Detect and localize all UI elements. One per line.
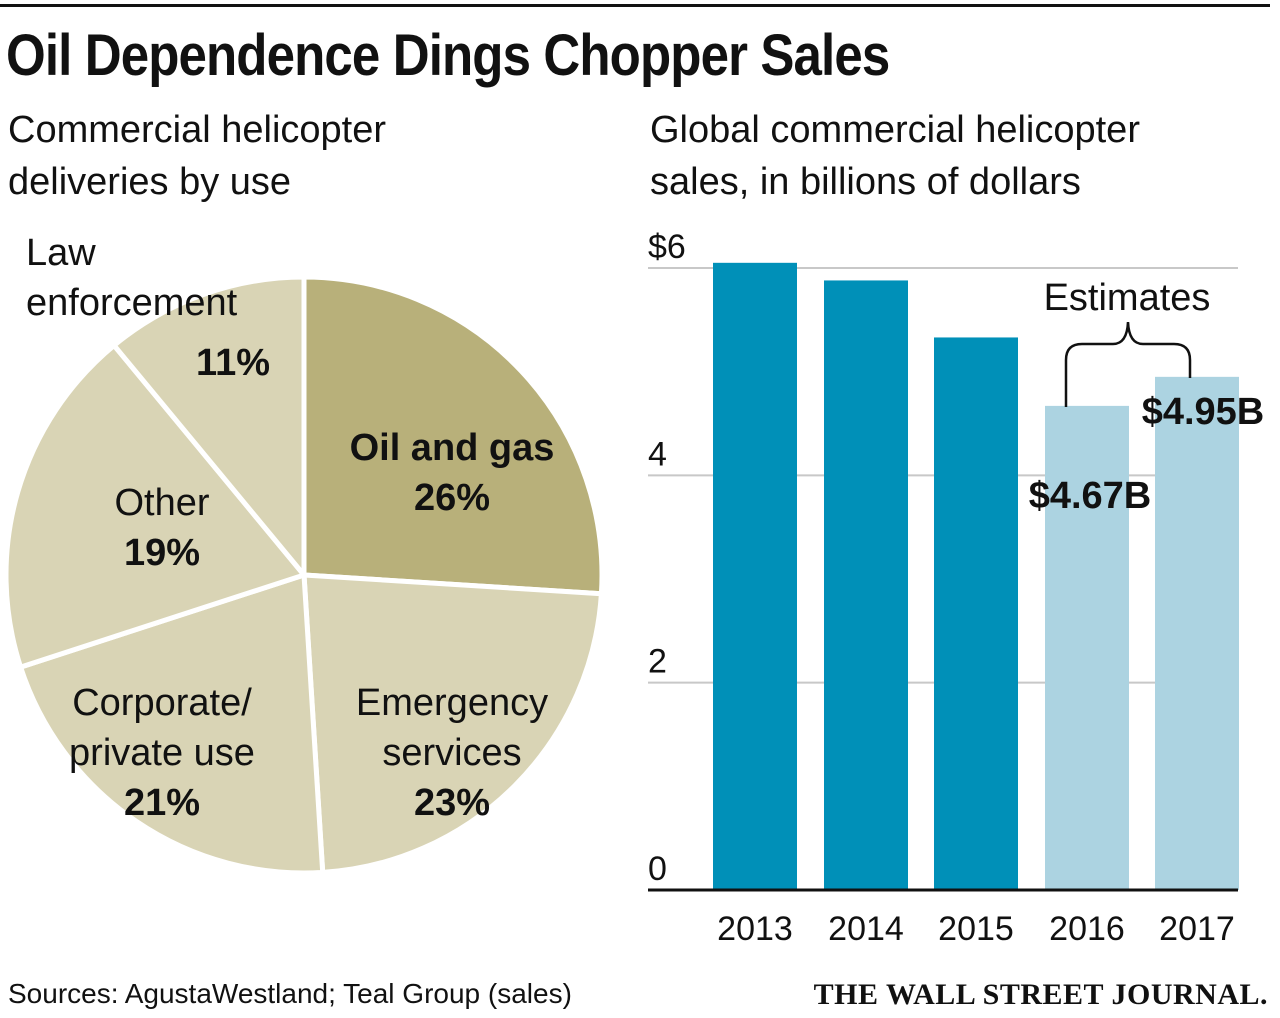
pie-slice-other <box>3 342 307 670</box>
bar-chart-title: Global commercial helicopter sales, in b… <box>650 104 1140 208</box>
pie-label-corporate-private-use-line-2: private use <box>69 732 255 774</box>
pie-title-line-2: deliveries by use <box>8 161 292 203</box>
pie-value-oil-and-gas: 26% <box>414 477 490 519</box>
value-label-2016: $4.67B <box>1029 475 1152 517</box>
x-tick-label-2017: 2017 <box>1159 910 1235 948</box>
pie-label-law-enforcement-line-2: enforcement <box>26 282 238 324</box>
pie-value-emergency-services: 23% <box>414 782 490 824</box>
pie-slice-emergency-services <box>301 572 604 875</box>
bar-chart: 0 2 4 $6 2013 2014 2015 2016 2017 $4.67B $4.95B Est… <box>648 228 1265 948</box>
x-tick-label-2015: 2015 <box>938 910 1014 948</box>
bar-title-line-2: sales, in billions of dollars <box>650 161 1081 203</box>
x-tick-label-2013: 2013 <box>717 910 793 948</box>
pie-slice-corporate-private-use <box>18 572 326 876</box>
bar-2013 <box>713 262 797 891</box>
bar-title-line-1: Global commercial helicopter <box>650 109 1140 151</box>
pie-value-corporate-private-use: 21% <box>124 782 200 824</box>
y-tick-label-0: 0 <box>648 850 667 888</box>
y-tick-label-6: $6 <box>648 228 686 266</box>
pie-value-other: 19% <box>124 532 200 574</box>
pie-label-oil-and-gas-line-1: Oil and gas <box>350 427 555 469</box>
pie-value-law-enforcement: 11% <box>196 342 270 384</box>
pie-label-corporate-private-use-line-1: Corporate/ <box>72 682 252 724</box>
pie-label-emergency-services-line-1: Emergency <box>356 682 548 724</box>
x-tick-label-2014: 2014 <box>828 910 904 948</box>
pie-slice-law-enforcement <box>111 274 307 578</box>
pie-label-law-enforcement-line-1: Law <box>26 232 96 274</box>
value-label-2017: $4.95B <box>1142 391 1265 433</box>
pie-slice-oil-and-gas <box>301 274 605 597</box>
x-tick-label-2016: 2016 <box>1049 910 1125 948</box>
y-tick-label-2: 2 <box>648 643 667 681</box>
estimates-bracket <box>1064 321 1192 407</box>
bar-2016 <box>1045 405 1129 890</box>
bar-2017 <box>1155 376 1239 891</box>
pie-chart: Oil and gas 26% Emergency services 23% Corpor… <box>3 232 605 876</box>
publisher-logo: THE WALL STREET JOURNAL. <box>813 978 1268 1011</box>
pie-title-line-1: Commercial helicopter <box>8 109 387 151</box>
top-rule <box>0 4 1270 7</box>
bar-2015 <box>934 337 1018 890</box>
headline: Oil Dependence Dings Chopper Sales <box>6 23 890 88</box>
estimates-annotation: Estimates <box>1044 277 1211 319</box>
pie-chart-title: Commercial helicopter deliveries by use <box>8 104 386 208</box>
pie-label-emergency-services-line-2: services <box>382 732 521 774</box>
bar-2014 <box>824 280 908 890</box>
y-tick-label-4: 4 <box>648 435 667 473</box>
pie-label-other-line-1: Other <box>114 482 209 524</box>
source-note: Sources: AgustaWestland; Teal Group (sal… <box>8 978 572 1009</box>
